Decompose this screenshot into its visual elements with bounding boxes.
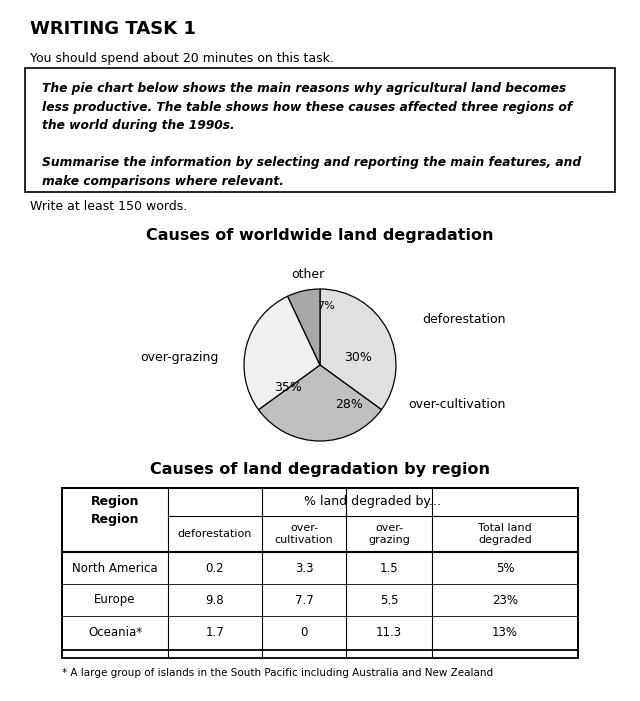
Text: North America: North America	[72, 562, 158, 575]
Text: 0: 0	[300, 627, 308, 639]
Text: 7%: 7%	[317, 301, 335, 311]
Text: * A large group of islands in the South Pacific including Australia and New Zeal: * A large group of islands in the South …	[62, 668, 493, 678]
Text: Write at least 150 words.: Write at least 150 words.	[30, 200, 188, 213]
Text: 11.3: 11.3	[376, 627, 402, 639]
Wedge shape	[244, 297, 320, 409]
Text: Region: Region	[91, 496, 140, 508]
Text: 28%: 28%	[335, 398, 363, 411]
Text: 1.5: 1.5	[380, 562, 398, 575]
Text: over-grazing: over-grazing	[140, 351, 218, 365]
Text: % land degraded by...: % land degraded by...	[305, 496, 442, 508]
Wedge shape	[259, 365, 381, 441]
Wedge shape	[320, 289, 396, 409]
Text: over-
cultivation: over- cultivation	[275, 523, 333, 545]
Text: 23%: 23%	[492, 594, 518, 606]
Text: The pie chart below shows the main reasons why agricultural land becomes
less pr: The pie chart below shows the main reaso…	[42, 82, 581, 187]
Text: 35%: 35%	[274, 381, 302, 394]
Text: deforestation: deforestation	[178, 529, 252, 539]
Text: WRITING TASK 1: WRITING TASK 1	[30, 20, 196, 38]
Text: Causes of land degradation by region: Causes of land degradation by region	[150, 462, 490, 477]
Text: Europe: Europe	[94, 594, 136, 606]
Text: Total land
degraded: Total land degraded	[478, 523, 532, 545]
Text: Oceania*: Oceania*	[88, 627, 142, 639]
Text: 13%: 13%	[492, 627, 518, 639]
Text: 5.5: 5.5	[380, 594, 398, 606]
Text: over-
grazing: over- grazing	[368, 523, 410, 545]
Text: 9.8: 9.8	[205, 594, 224, 606]
Text: deforestation: deforestation	[422, 313, 506, 327]
Text: 5%: 5%	[496, 562, 515, 575]
Text: other: other	[291, 268, 324, 281]
Text: Causes of worldwide land degradation: Causes of worldwide land degradation	[147, 228, 493, 243]
Text: 1.7: 1.7	[205, 627, 225, 639]
Text: 0.2: 0.2	[205, 562, 224, 575]
Text: over-cultivation: over-cultivation	[408, 398, 506, 411]
Text: You should spend about 20 minutes on this task.: You should spend about 20 minutes on thi…	[30, 52, 334, 65]
Wedge shape	[287, 289, 320, 365]
Text: Region: Region	[91, 514, 140, 526]
Text: 3.3: 3.3	[295, 562, 313, 575]
Text: 7.7: 7.7	[294, 594, 314, 606]
Text: 30%: 30%	[344, 351, 372, 364]
